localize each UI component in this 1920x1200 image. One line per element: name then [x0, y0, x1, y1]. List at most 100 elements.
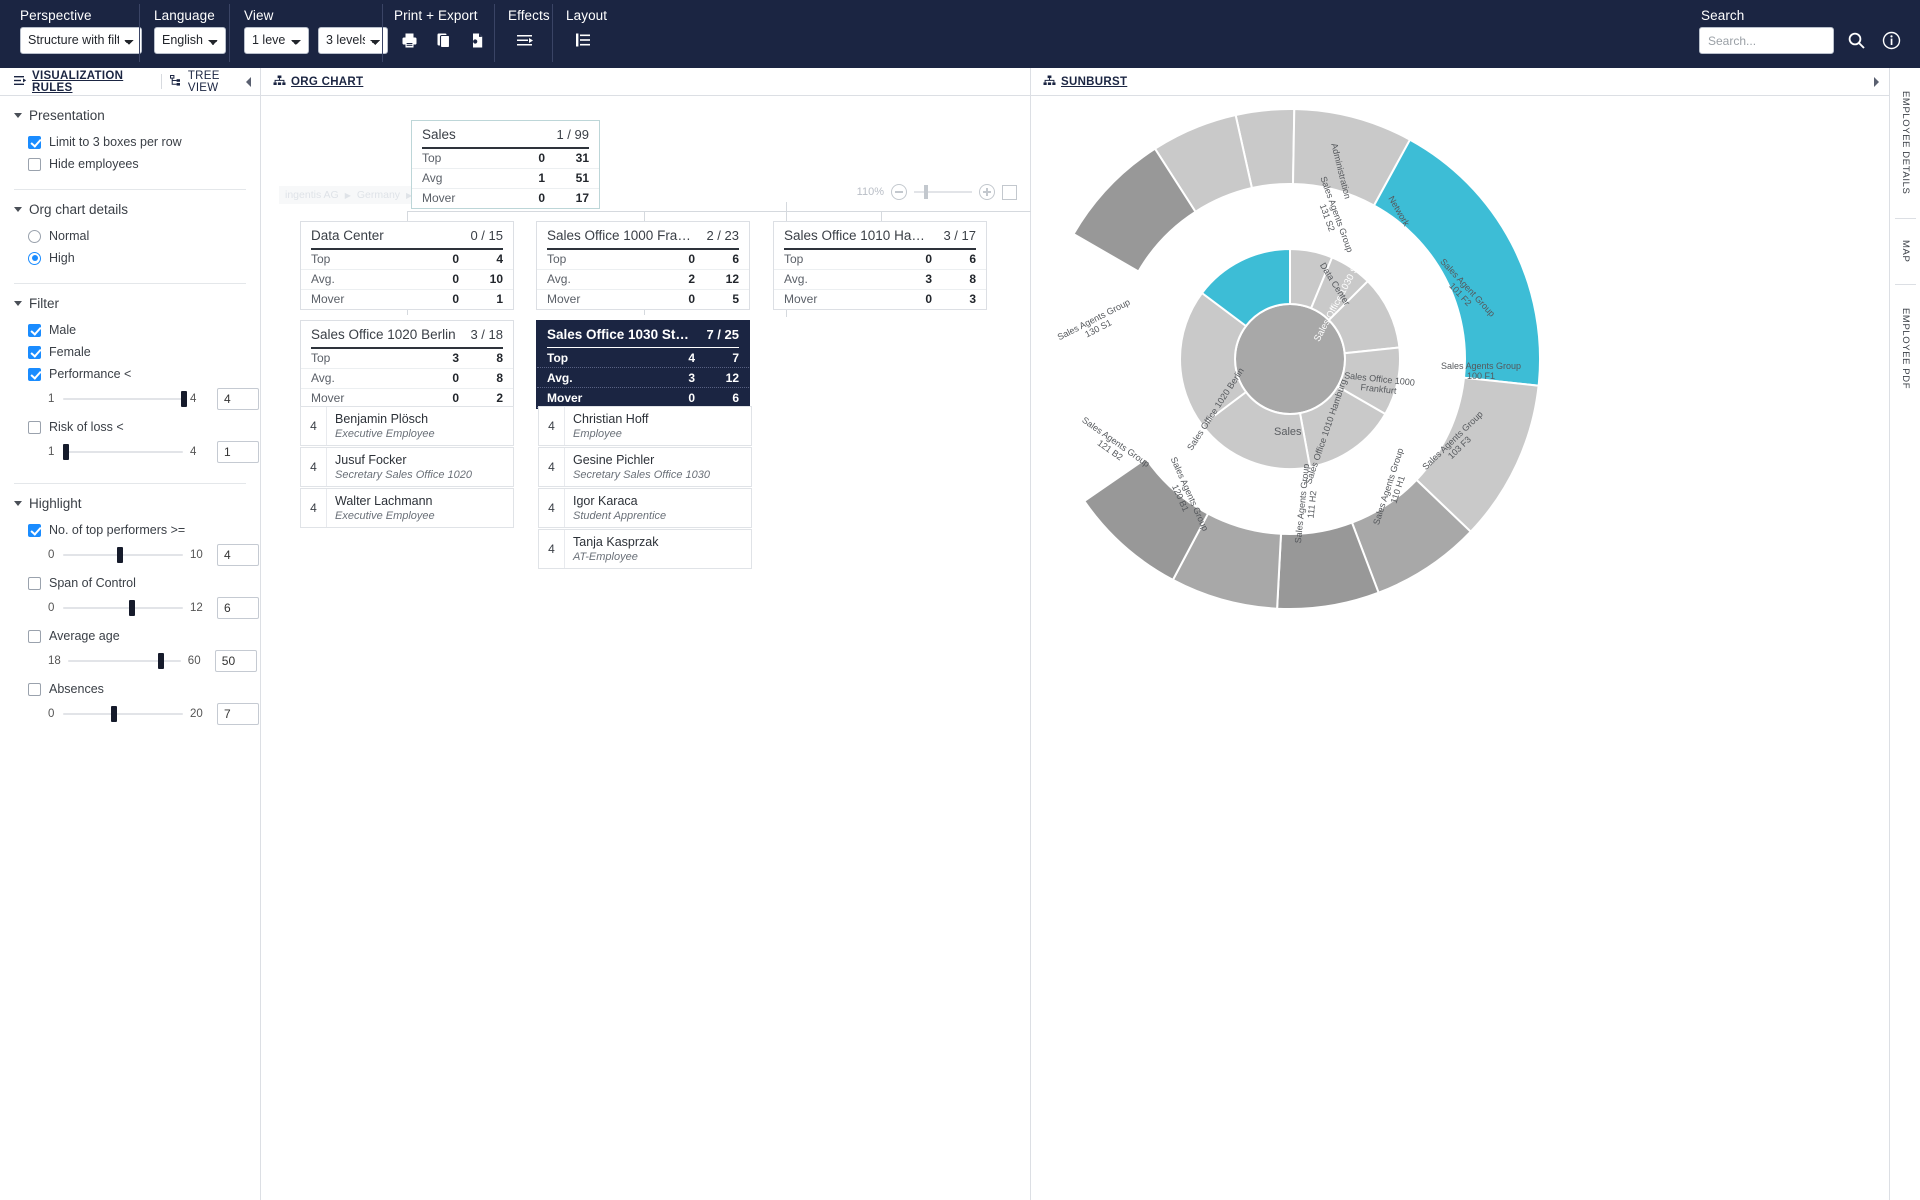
slider-absences-row[interactable]: 0 20 [28, 700, 260, 731]
slider-absences-value[interactable] [217, 703, 259, 725]
checkbox-absences-row[interactable]: Absences [28, 678, 260, 700]
zoom-controls[interactable]: 110% [857, 184, 1017, 200]
slider-risk-of-loss-thumb[interactable] [63, 444, 69, 460]
zoom-slider[interactable] [914, 185, 972, 199]
tab-org-chart[interactable]: ORG CHART [271, 68, 371, 95]
slider-span-of-control-track[interactable] [63, 600, 183, 616]
section-highlight-header[interactable]: Highlight [0, 484, 260, 519]
zoom-slider-thumb[interactable] [924, 185, 928, 199]
slider-performance-thumb[interactable] [181, 391, 187, 407]
language-select[interactable]: English [154, 27, 226, 54]
checkbox-limit-boxes-row[interactable]: Limit to 3 boxes per row [28, 131, 260, 153]
slider-absences-track[interactable] [63, 706, 183, 722]
view-depth-select[interactable]: 3 levels [318, 27, 388, 54]
org-node-sales-office-1010[interactable]: Sales Office 1010 Hamb... 3 / 17 Top 0 6 A… [773, 221, 987, 310]
checkbox-male[interactable] [28, 323, 41, 337]
slider-average-age-value[interactable] [214, 650, 257, 672]
slider-span-of-control-row[interactable]: 0 12 [28, 594, 260, 625]
checkbox-absences[interactable] [28, 682, 41, 696]
sunburst-segment-agents-121-b2[interactable] [1082, 457, 1210, 582]
pdf-export-icon[interactable] [466, 27, 488, 53]
slider-performance-row[interactable]: 1 4 [28, 385, 260, 416]
checkbox-risk-of-loss-row[interactable]: Risk of loss < [28, 416, 260, 438]
radio-normal-row[interactable]: Normal [28, 225, 260, 247]
search-input[interactable] [1699, 27, 1834, 54]
slider-risk-of-loss-value[interactable] [217, 441, 259, 463]
checkbox-top-performers-row[interactable]: No. of top performers >= [28, 519, 260, 541]
sunburst-chart[interactable]: Sales Sales Office 1030 Stuttgart Admini… [1031, 96, 1889, 1200]
sunburst-segment-agents-130-s1[interactable] [1072, 147, 1197, 273]
slider-top-performers-value[interactable] [217, 544, 259, 566]
checkbox-average-age[interactable] [28, 629, 41, 643]
tab-sunburst[interactable]: SUNBURST [1041, 68, 1135, 95]
slider-absences-thumb[interactable] [111, 706, 117, 722]
slider-span-of-control-value[interactable] [217, 597, 259, 619]
breadcrumb-item-1[interactable]: Germany [356, 189, 401, 201]
slider-performance-track[interactable] [63, 391, 187, 407]
radio-high[interactable] [28, 251, 41, 265]
zoom-out-icon[interactable] [891, 184, 907, 200]
checkbox-hide-employees[interactable] [28, 157, 41, 171]
checkbox-performance[interactable] [28, 367, 41, 381]
checkbox-female[interactable] [28, 345, 41, 359]
breadcrumb-item-0[interactable]: ingentis AG [285, 189, 339, 201]
slider-risk-of-loss-track[interactable] [63, 444, 183, 460]
section-presentation-header[interactable]: Presentation [0, 96, 260, 131]
tab-visualization-rules[interactable]: VISUALIZATION RULES [6, 68, 161, 95]
effects-icon[interactable] [512, 27, 538, 53]
view-levels-select[interactable]: 1 level [244, 27, 309, 54]
org-node-sales-office-1030[interactable]: Sales Office 1030 Stuttgart 7 / 25 Top 4 7… [536, 320, 750, 409]
slider-risk-of-loss-row[interactable]: 1 4 [28, 438, 260, 469]
employee-card[interactable]: 4 Gesine Pichler Secretary Sales Office … [538, 447, 752, 487]
slider-average-age-row[interactable]: 18 60 [28, 647, 260, 678]
rail-tab-employee-details[interactable]: EMPLOYEE DETAILS [1890, 78, 1920, 208]
checkbox-top-performers[interactable] [28, 523, 41, 537]
slider-average-age-thumb[interactable] [157, 653, 164, 669]
checkbox-risk-of-loss[interactable] [28, 420, 41, 434]
org-node-sales-office-1000[interactable]: Sales Office 1000 Frank... 2 / 23 Top 0 6 … [536, 221, 750, 310]
zoom-in-icon[interactable] [979, 184, 995, 200]
search-icon[interactable] [1843, 28, 1869, 54]
org-node-sales[interactable]: Sales 1 / 99 Top 0 31 Avg 1 51 Mover 0 17 [411, 120, 600, 209]
checkbox-female-row[interactable]: Female [28, 341, 260, 363]
checkbox-limit-boxes[interactable] [28, 135, 41, 149]
radio-high-row[interactable]: High [28, 247, 260, 269]
checkbox-male-row[interactable]: Male [28, 319, 260, 341]
section-filter-header[interactable]: Filter [0, 284, 260, 319]
org-node-data-center[interactable]: Data Center 0 / 15 Top 0 4 Avg. 0 10 Mover 0 1 [300, 221, 514, 310]
slider-top-performers-thumb[interactable] [117, 547, 123, 563]
employee-card[interactable]: 4 Tanja Kasprzak AT-Employee [538, 529, 752, 569]
rail-tab-employee-pdf[interactable]: EMPLOYEE PDF [1890, 294, 1920, 404]
slider-performance-value[interactable] [217, 388, 259, 410]
employee-card[interactable]: 4 Igor Karaca Student Apprentice [538, 488, 752, 528]
slider-top-performers-row[interactable]: 0 10 [28, 541, 260, 572]
tab-tree-view[interactable]: TREE VIEW [162, 68, 254, 95]
slider-span-of-control-thumb[interactable] [129, 600, 135, 616]
section-org-chart-details-header[interactable]: Org chart details [0, 190, 260, 225]
printer-icon[interactable] [398, 27, 420, 53]
org-node-sales-office-1020[interactable]: Sales Office 1020 Berlin 3 / 18 Top 3 8 Av… [300, 320, 514, 409]
fit-screen-icon[interactable] [1002, 184, 1017, 200]
sunburst-segment-sales-office-1030[interactable] [1200, 247, 1291, 328]
checkbox-span-of-control[interactable] [28, 576, 41, 590]
checkbox-average-age-row[interactable]: Average age [28, 625, 260, 647]
perspective-select[interactable]: Structure with filters [20, 27, 142, 54]
radio-normal[interactable] [28, 229, 41, 243]
sunburst-segment-agents-100-f1[interactable] [1372, 138, 1542, 387]
org-chart-canvas[interactable]: ingentis AG ▶ Germany ▶ Production and S… [261, 96, 1143, 1200]
employee-card[interactable]: 4 Jusuf Focker Secretary Sales Office 10… [300, 447, 514, 487]
info-icon[interactable] [1878, 28, 1904, 54]
collapse-left-icon[interactable] [244, 76, 253, 91]
employee-card[interactable]: 4 Benjamin Plösch Executive Employee [300, 406, 514, 446]
sunburst-svg[interactable] [1031, 96, 1889, 656]
sunburst-segment-placeholder-left[interactable] [1179, 291, 1248, 427]
copy-icon[interactable] [432, 27, 454, 53]
checkbox-hide-employees-row[interactable]: Hide employees [28, 153, 260, 175]
sunburst-segment-agents-131-s2b[interactable] [1153, 113, 1254, 214]
employee-card[interactable]: 4 Walter Lachmann Executive Employee [300, 488, 514, 528]
slider-average-age-track[interactable] [67, 653, 181, 669]
checkbox-span-of-control-row[interactable]: Span of Control [28, 572, 260, 594]
employee-card[interactable]: 4 Christian Hoff Employee [538, 406, 752, 446]
layout-icon[interactable] [570, 27, 596, 53]
slider-top-performers-track[interactable] [63, 547, 183, 563]
